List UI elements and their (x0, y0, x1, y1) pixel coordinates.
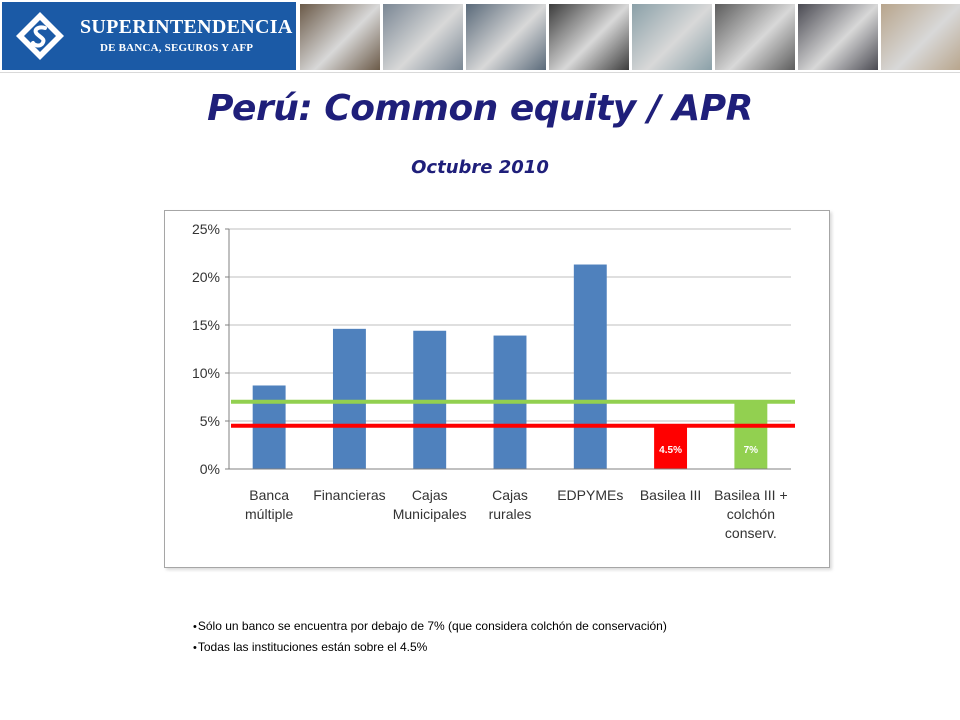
photo-handshake-icon (549, 4, 629, 70)
x-tick-label: múltiple (245, 506, 293, 522)
y-tick-label: 5% (200, 413, 220, 429)
photo-card-terminal-icon (715, 4, 795, 70)
x-tick-label: Basilea III (640, 487, 701, 503)
x-tick-label: Cajas (492, 487, 528, 503)
bar (734, 401, 768, 469)
y-tick-label: 20% (192, 269, 220, 285)
photo-banknotes-icon (632, 4, 712, 70)
photo-business-meeting-icon (798, 4, 878, 70)
photo-signing-document-icon (881, 4, 960, 70)
photo-credit-card-icon (300, 4, 380, 70)
x-tick-label: Banca (249, 487, 289, 503)
y-tick-label: 10% (192, 365, 220, 381)
x-tick-label: colchón (727, 506, 775, 522)
page-title: Perú: Common equity / APR (207, 88, 753, 129)
x-tick-label: rurales (489, 506, 532, 522)
bar (654, 425, 688, 469)
y-tick-label: 25% (192, 221, 220, 237)
note-item: Sólo un banco se encuentra por debajo de… (193, 616, 667, 637)
note-item: Todas las instituciones están sobre el 4… (193, 637, 667, 658)
bar (332, 328, 366, 469)
logo-name: SUPERINTENDENCIA (80, 16, 293, 38)
chart-container: 0% 5% 10% 15% 20% 25% 4.5% 7% Banca múltiple Finan… (164, 210, 830, 568)
data-label: 7% (744, 445, 759, 456)
x-tick-label: Municipales (393, 506, 467, 522)
x-tick-label: Cajas (412, 487, 448, 503)
sbs-logo[interactable]: SUPERINTENDENCIA DE BANCA, SEGUROS Y AFP (2, 2, 296, 70)
x-tick-label: Basilea III + (714, 487, 788, 503)
x-tick-label: EDPYMEs (557, 487, 623, 503)
bar (573, 264, 607, 469)
header-banner: SUPERINTENDENCIA DE BANCA, SEGUROS Y AFP (0, 0, 960, 73)
bar-chart: 0% 5% 10% 15% 20% 25% 4.5% 7% Banca múltiple Finan… (192, 221, 795, 541)
y-tick-label: 15% (192, 317, 220, 333)
sbs-diamond-logo-icon (16, 12, 64, 60)
page-subtitle: Octubre 2010 (411, 157, 549, 178)
photo-keyboard-enter-icon (466, 4, 546, 70)
logo-subtitle: DE BANCA, SEGUROS Y AFP (100, 42, 254, 54)
y-tick-label: 0% (200, 461, 220, 477)
data-label: 4.5% (659, 445, 682, 456)
x-tick-label: Financieras (313, 487, 385, 503)
x-tick-label: conserv. (725, 525, 777, 541)
notes-list: Sólo un banco se encuentra por debajo de… (193, 616, 667, 658)
photo-building-icon (383, 4, 463, 70)
